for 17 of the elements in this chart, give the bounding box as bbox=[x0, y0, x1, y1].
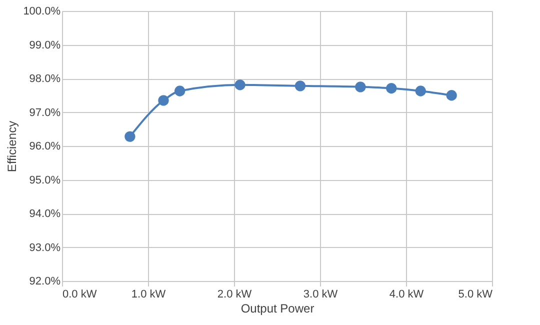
y-tick-label: 96.0% bbox=[29, 140, 61, 152]
x-tick-label: 1.0 kW bbox=[131, 288, 166, 300]
y-tick-label: 98.0% bbox=[29, 73, 61, 85]
y-tick-label: 99.0% bbox=[29, 39, 61, 52]
y-tick-label: 92.0% bbox=[29, 276, 61, 288]
y-tick-label: 97.0% bbox=[29, 106, 61, 119]
y-axis-title: Efficiency bbox=[5, 120, 20, 172]
y-tick-label: 95.0% bbox=[29, 174, 61, 186]
x-tick-label: 4.0 kW bbox=[389, 288, 424, 300]
y-tick-label: 93.0% bbox=[29, 242, 61, 254]
x-tick-label: 0.0 kW bbox=[62, 288, 98, 300]
x-tick-label: 3.0 kW bbox=[303, 288, 338, 300]
y-tick-label: 94.0% bbox=[29, 208, 61, 220]
y-tick-label: 100.0% bbox=[23, 6, 61, 18]
x-tick-label: 5.0 kW bbox=[458, 288, 494, 300]
x-axis-title: Output Power bbox=[240, 302, 314, 316]
x-tick-label: 2.0 kW bbox=[217, 288, 252, 300]
